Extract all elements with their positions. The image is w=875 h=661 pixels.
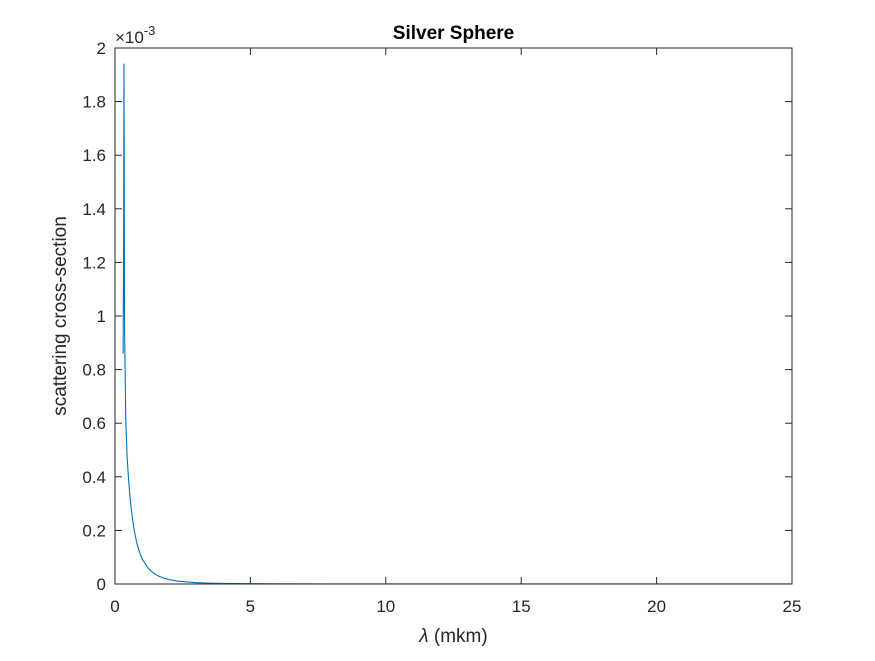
x-tick-label: 0 <box>110 597 119 616</box>
y-axis-label: scattering cross-section <box>50 216 71 416</box>
plot-area <box>115 48 792 584</box>
y-tick-label: 0.6 <box>82 414 106 433</box>
x-tick-label: 15 <box>512 597 531 616</box>
y-tick-label: 1.8 <box>82 93 106 112</box>
y-tick-label: 0.8 <box>82 361 106 380</box>
x-tick-label: 10 <box>376 597 395 616</box>
y-tick-label: 0.4 <box>82 468 106 487</box>
y-tick-label: 0.2 <box>82 521 106 540</box>
y-tick-label: 2 <box>97 39 106 58</box>
x-tick-label: 20 <box>647 597 666 616</box>
y-exponent-label: ×10-3 <box>115 23 155 47</box>
x-axis-label: λ (mkm) <box>418 626 487 647</box>
y-tick-label: 1.6 <box>82 146 106 165</box>
y-tick-label: 0 <box>97 575 106 594</box>
x-tick-label: 5 <box>246 597 255 616</box>
x-tick-label: 25 <box>783 597 802 616</box>
chart-title: Silver Sphere <box>393 23 514 44</box>
y-tick-label: 1 <box>97 307 106 326</box>
y-tick-label: 1.4 <box>82 200 106 219</box>
y-tick-label: 1.2 <box>82 253 106 272</box>
